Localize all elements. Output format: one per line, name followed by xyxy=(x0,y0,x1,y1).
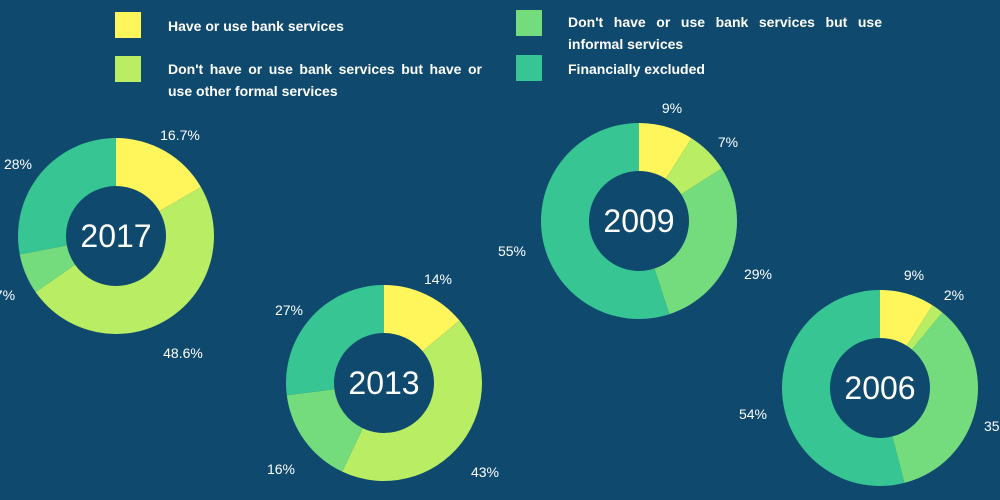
donut-2013-slice-informal xyxy=(286,389,363,472)
donut-2017-value-label-excluded: 28% xyxy=(4,156,32,172)
donut-2009-value-label-formal: 7% xyxy=(718,134,738,150)
donut-2013: 2013 14% 43% 16% 27% xyxy=(267,271,499,481)
donut-2006-value-label-excluded: 54% xyxy=(739,406,767,422)
donut-2009-slice-bank xyxy=(639,123,692,179)
donut-2017-slice-informal xyxy=(19,245,76,293)
donut-2013-value-label-informal: 16% xyxy=(267,461,295,477)
donut-2006-slice-bank xyxy=(880,290,933,346)
donut-2009-slice-excluded xyxy=(541,123,670,319)
donut-2006-year-label: 2006 xyxy=(844,370,915,406)
donut-2006-slice-excluded xyxy=(781,290,905,486)
donut-2013-slice-bank xyxy=(384,285,460,352)
donut-2009-slice-formal xyxy=(665,138,722,195)
donut-2009-value-label-excluded: 55% xyxy=(498,243,526,259)
donut-2006-value-label-formal: 2% xyxy=(944,287,964,303)
donut-2006-slice-formal xyxy=(906,305,943,350)
donut-2009-year-label: 2009 xyxy=(603,203,674,239)
donut-2009-value-label-bank: 9% xyxy=(662,100,682,116)
donut-2013-value-label-bank: 14% xyxy=(424,271,452,287)
donut-2009: 2009 9% 7% 29% 55% xyxy=(498,100,772,319)
donut-2009-slice-informal xyxy=(654,168,737,315)
donut-2017-value-label-informal: 7% xyxy=(0,287,15,303)
legend-label-excluded: Financially excluded xyxy=(568,61,705,77)
donut-2009-value-label-informal: 29% xyxy=(744,266,772,282)
legend-swatch-informal xyxy=(516,10,542,36)
legend-label-bank: Have or use bank services xyxy=(168,18,344,34)
donut-2017-year-label: 2017 xyxy=(80,218,151,254)
donut-2017-slice-excluded xyxy=(17,138,117,255)
donut-2013-slice-excluded xyxy=(286,285,384,396)
donut-2017-slice-bank xyxy=(116,138,201,212)
donut-2017: 2017 16.7% 48.6% 7% 28% xyxy=(0,127,214,361)
donut-2006-value-label-bank: 9% xyxy=(904,267,924,283)
donut-2017-slice-formal xyxy=(35,187,214,334)
donut-2017-value-label-bank: 16.7% xyxy=(160,127,200,143)
donut-2013-slice-formal xyxy=(342,320,482,481)
legend-swatch-bank xyxy=(115,12,141,38)
legend-label-informal: Don't have or use bank services but use … xyxy=(568,14,882,52)
donut-2006-slice-informal xyxy=(892,312,978,483)
donut-2013-value-label-excluded: 27% xyxy=(275,302,303,318)
donut-2013-value-label-formal: 43% xyxy=(471,464,499,480)
donut-2017-value-label-formal: 48.6% xyxy=(163,345,203,361)
donut-2006: 2006 9% 2% 35% 54% xyxy=(739,267,1000,486)
donut-2013-year-label: 2013 xyxy=(348,365,419,401)
legend-label-formal: Don't have or use bank services but have… xyxy=(168,61,482,99)
legend-swatch-excluded xyxy=(516,55,542,81)
legend-swatch-formal xyxy=(115,56,141,82)
donut-2006-value-label-informal: 35% xyxy=(984,418,1000,434)
